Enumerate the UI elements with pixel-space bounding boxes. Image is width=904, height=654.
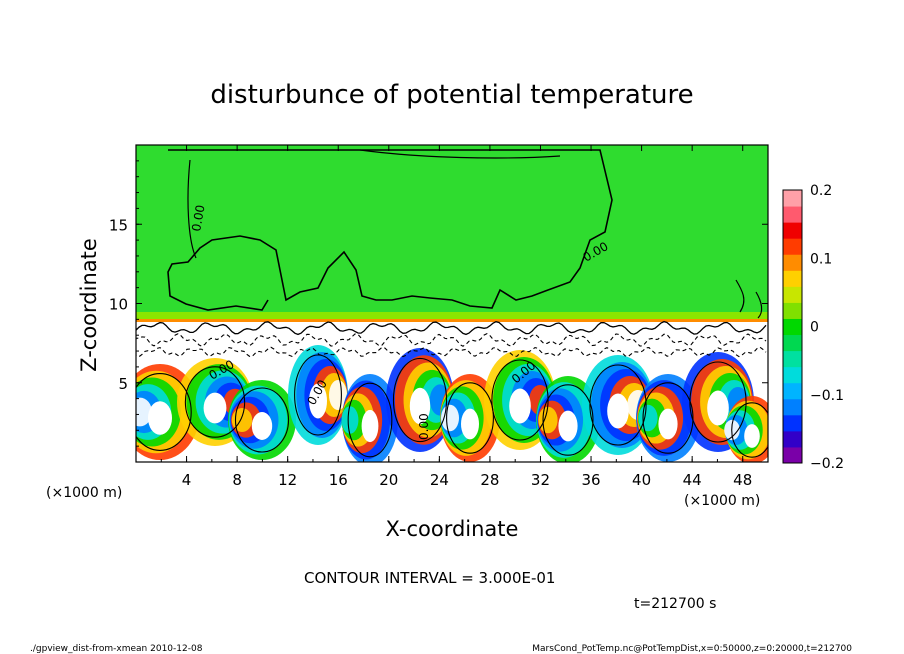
swirl-core bbox=[203, 392, 227, 424]
contour-loop bbox=[689, 361, 747, 443]
x-tick-label: 20 bbox=[379, 471, 398, 489]
x-tick-label: 8 bbox=[232, 471, 242, 489]
contour-loop bbox=[234, 387, 290, 453]
positive-strip bbox=[136, 312, 768, 321]
swirl-core bbox=[744, 424, 760, 448]
swirl-core bbox=[509, 388, 531, 424]
colorbar-swatch bbox=[783, 334, 802, 352]
colorbar-swatch bbox=[783, 350, 802, 368]
colorbar-tick-label: −0.2 bbox=[810, 456, 844, 472]
plot-area bbox=[136, 145, 768, 462]
x-tick-label: 48 bbox=[733, 471, 752, 489]
swirl-band bbox=[341, 406, 359, 434]
contour-label: 0.00 bbox=[189, 204, 207, 233]
colorbar-tick-label: 0 bbox=[810, 320, 819, 336]
x-unit-right: (×1000 m) bbox=[684, 493, 760, 509]
swirl-band bbox=[329, 380, 347, 410]
contour-loop bbox=[491, 359, 549, 441]
swirl-core bbox=[607, 393, 629, 429]
swirl-band bbox=[538, 406, 558, 434]
y-axis-ticks: 5 10 15 bbox=[109, 160, 768, 447]
contour-loop bbox=[589, 364, 647, 446]
swirl-core bbox=[361, 409, 379, 443]
swirl-core bbox=[409, 387, 431, 425]
interface-contour bbox=[136, 320, 767, 336]
x-axis-label: X-coordinate bbox=[386, 517, 519, 541]
swirl-core bbox=[558, 410, 578, 442]
x-tick-label: 12 bbox=[278, 471, 297, 489]
colorbar-swatch bbox=[783, 270, 802, 287]
swirl-core bbox=[658, 408, 678, 440]
contour-loop bbox=[294, 354, 342, 436]
colorbar-swatch bbox=[783, 254, 802, 271]
interface-contour-dashed bbox=[136, 332, 767, 347]
y-axis-label: Z-coordinate bbox=[77, 238, 101, 372]
x-tick-label: 32 bbox=[531, 471, 550, 489]
y-tick-label: 5 bbox=[118, 375, 128, 393]
colorbar-swatch bbox=[783, 366, 802, 384]
swirl-core bbox=[461, 408, 479, 440]
contour-lines bbox=[136, 354, 768, 458]
colorbar-swatch bbox=[783, 318, 802, 336]
colorbar-ticks: 0.2 0.1 0 −0.1 −0.2 bbox=[810, 183, 844, 472]
interface-contour-dashed bbox=[136, 346, 767, 358]
y-tick-label: 15 bbox=[109, 216, 128, 234]
upper-field bbox=[136, 145, 768, 320]
swirl-core bbox=[707, 390, 729, 426]
footer-left: ./gpview_dist-from-xmean 2010-12-08 bbox=[30, 644, 203, 654]
contour-loop bbox=[731, 402, 768, 458]
contour-interval: CONTOUR INTERVAL = 3.000E-01 bbox=[304, 569, 555, 587]
colorbar-swatch bbox=[783, 414, 802, 432]
colorbar-swatch bbox=[783, 190, 802, 207]
y-tick-label: 10 bbox=[109, 296, 128, 314]
colorbar-swatch bbox=[783, 398, 802, 416]
swirl-core bbox=[251, 412, 273, 440]
x-axis-ticks: 4 8 12 16 20 24 28 32 36 40 44 48 bbox=[160, 145, 752, 489]
x-tick-label: 24 bbox=[430, 471, 449, 489]
convective-cells bbox=[136, 345, 768, 462]
x-tick-label: 44 bbox=[683, 471, 702, 489]
swirl-band bbox=[136, 397, 152, 427]
colorbar-swatch bbox=[783, 238, 802, 255]
colorbar-swatch bbox=[783, 302, 802, 319]
colorbar-tick-label: 0.1 bbox=[810, 251, 832, 267]
inversion-line bbox=[136, 319, 768, 322]
contour-segment bbox=[359, 149, 561, 159]
contour-loop bbox=[446, 382, 494, 454]
colorbar-swatch bbox=[783, 222, 802, 239]
contour-segment bbox=[735, 279, 763, 319]
swirl-core bbox=[148, 401, 172, 435]
time-label: t=212700 s bbox=[634, 596, 716, 612]
colorbar-frame bbox=[782, 189, 803, 464]
x-tick-label: 40 bbox=[632, 471, 651, 489]
contour-loop bbox=[542, 384, 594, 456]
x-tick-label: 16 bbox=[329, 471, 348, 489]
colorbar-swatch bbox=[783, 430, 802, 448]
x-tick-label: 28 bbox=[480, 471, 499, 489]
contour-label: 0.00 bbox=[417, 413, 431, 440]
footer-right: MarsCond_PotTemp.nc@PotTempDist,x=0:5000… bbox=[532, 644, 852, 654]
colorbar-swatch bbox=[783, 382, 802, 400]
chart-title: disturbunce of potential temperature bbox=[210, 80, 693, 110]
contour-loop bbox=[347, 382, 393, 458]
x-unit-left: (×1000 m) bbox=[46, 485, 122, 501]
x-tick-label: 36 bbox=[581, 471, 600, 489]
colorbar-swatch bbox=[783, 286, 802, 303]
x-tick-label: 4 bbox=[182, 471, 192, 489]
contour-loop bbox=[392, 357, 448, 443]
colorbar-swatch bbox=[783, 206, 802, 223]
colorbar-swatch bbox=[783, 446, 802, 464]
colorbar bbox=[783, 190, 802, 464]
contour-segment bbox=[187, 159, 197, 259]
colorbar-tick-label: −0.1 bbox=[810, 388, 844, 404]
colorbar-tick-label: 0.2 bbox=[810, 183, 832, 199]
contour-loop bbox=[184, 366, 246, 438]
contour-loop bbox=[642, 382, 694, 454]
zero-contour bbox=[167, 149, 613, 311]
swirl-core bbox=[309, 383, 327, 419]
contour-loop bbox=[136, 373, 192, 451]
